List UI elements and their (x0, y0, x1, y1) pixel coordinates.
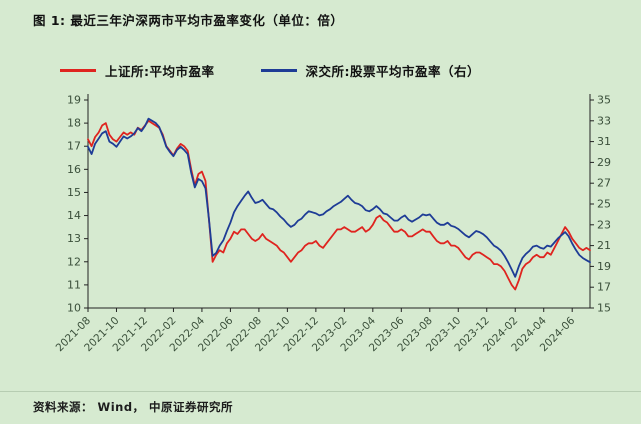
right-tick-label: 23 (597, 218, 611, 231)
left-tick-label: 19 (67, 94, 81, 107)
right-tick-label: 35 (597, 94, 611, 107)
right-tick-label: 31 (597, 135, 611, 148)
right-tick-label: 21 (597, 239, 611, 252)
right-tick-label: 17 (597, 281, 611, 294)
footer-divider (0, 391, 641, 392)
legend-swatch-szse-line (260, 69, 297, 72)
right-tick-label: 33 (597, 114, 611, 127)
left-tick-label: 16 (67, 163, 81, 176)
right-tick-label: 27 (597, 177, 611, 190)
left-tick-label: 10 (67, 302, 81, 315)
right-tick-label: 25 (597, 198, 611, 211)
left-tick-label: 17 (67, 140, 81, 153)
left-tick-label: 18 (67, 117, 81, 130)
legend: 上证所:平均市盈率 深交所:股票平均市盈率（右） (60, 61, 480, 80)
right-tick-label: 15 (597, 302, 611, 315)
left-tick-label: 11 (67, 278, 81, 291)
left-tick-label: 13 (67, 232, 81, 245)
legend-label-szse: 深交所:股票平均市盈率（右） (305, 64, 480, 79)
legend-item-szse: 深交所:股票平均市盈率（右） (260, 61, 481, 80)
figure-title: 图 1: 最近三年沪深两市平均市盈率变化（单位：倍） (33, 13, 344, 28)
right-tick-label: 19 (597, 260, 611, 273)
legend-item-sse: 上证所:平均市盈率 (60, 61, 215, 80)
legend-label-sse: 上证所:平均市盈率 (105, 64, 215, 79)
series-line-0 (87, 119, 591, 291)
legend-swatch-sse-line (60, 69, 96, 72)
source-note: 资料来源： Wind， 中原证券研究所 (33, 400, 234, 414)
left-tick-label: 12 (67, 255, 81, 268)
left-tick-label: 14 (67, 209, 81, 222)
right-tick-label: 29 (597, 156, 611, 169)
left-tick-label: 15 (67, 186, 81, 199)
series-line-1 (87, 117, 591, 278)
